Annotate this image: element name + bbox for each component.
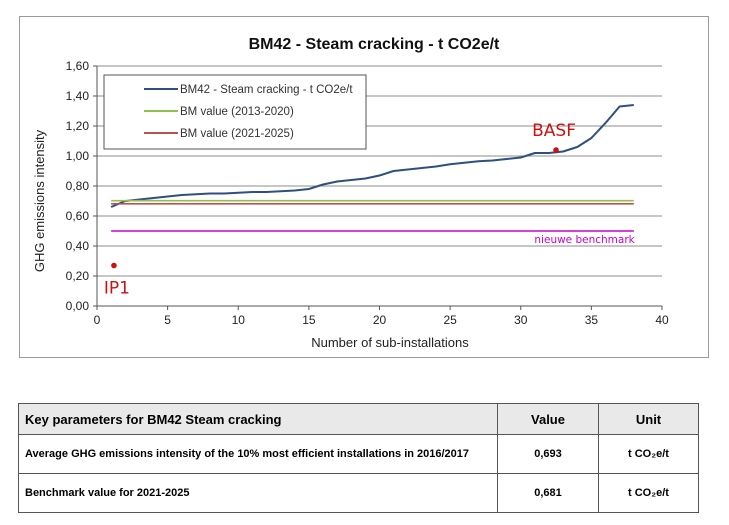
x-tick-label: 10 <box>232 313 246 327</box>
y-tick-label: 0,80 <box>66 179 90 193</box>
legend-label: BM value (2013-2020) <box>180 106 294 118</box>
x-tick-label: 0 <box>94 313 101 327</box>
chart-title: BM42 - Steam cracking - t CO2e/t <box>249 36 500 53</box>
x-tick-label: 35 <box>585 313 599 327</box>
annotation-label: BASF <box>532 121 576 141</box>
y-tick-label: 1,40 <box>66 89 90 103</box>
legend-label: BM value (2021-2025) <box>180 128 294 140</box>
table-header-row: Key parameters for BM42 Steam cracking V… <box>18 403 699 435</box>
header-value: Value <box>497 403 599 435</box>
y-tick-label: 0,00 <box>66 299 90 313</box>
key-parameters-table: Key parameters for BM42 Steam cracking V… <box>18 403 699 513</box>
y-axis-title: GHG emissions intensity <box>32 129 47 272</box>
y-tick-label: 0,60 <box>66 209 90 223</box>
x-tick-label: 15 <box>302 313 316 327</box>
table-row: Average GHG emissions intensity of the 1… <box>18 434 699 474</box>
chart-frame: BM42 - Steam cracking - t CO2e/t 0,00 0,2… <box>19 16 709 358</box>
row-parameter: Average GHG emissions intensity of the 1… <box>18 434 498 474</box>
annotation-point <box>111 262 117 269</box>
row-value: 0,681 <box>497 473 599 513</box>
row-unit: t CO₂e/t <box>598 473 699 513</box>
legend-label: BM42 - Steam cracking - t CO2e/t <box>180 84 353 96</box>
x-tick-label: 40 <box>655 313 669 327</box>
header-parameter: Key parameters for BM42 Steam cracking <box>18 403 498 435</box>
y-tick-label: 0,40 <box>66 239 90 253</box>
row-parameter: Benchmark value for 2021-2025 <box>18 473 498 513</box>
y-tick-label: 1,00 <box>66 149 90 163</box>
annotation-label: IP1 <box>104 279 130 299</box>
x-tick-label: 25 <box>443 313 457 327</box>
y-tick-label: 1,60 <box>66 59 90 73</box>
chart-canvas: BM42 - Steam cracking - t CO2e/t 0,00 0,2… <box>32 36 669 350</box>
row-value: 0,693 <box>497 434 599 474</box>
x-tick-label: 30 <box>514 313 528 327</box>
series-line <box>110 104 634 208</box>
x-tick-label: 20 <box>373 313 387 327</box>
table-row: Benchmark value for 2021-2025 0,681 t CO… <box>18 473 699 513</box>
axes: 0,00 0,20 0,40 0,60 0,80 1,00 1,20 1,40 1,60 0 5 10… <box>66 59 669 327</box>
x-axis-title: Number of sub-installations <box>311 335 469 350</box>
x-tick-label: 5 <box>164 313 171 327</box>
annotation-label: nieuwe benchmark <box>534 234 635 246</box>
annotations: nieuwe benchmark BASF IP1 <box>104 121 636 299</box>
series-layer <box>110 104 634 232</box>
legend: BM42 - Steam cracking - t CO2e/t BM value… <box>103 74 367 150</box>
header-unit: Unit <box>598 403 699 435</box>
y-tick-label: 0,20 <box>66 269 90 283</box>
y-tick-label: 1,20 <box>66 119 90 133</box>
annotation-point <box>553 147 559 153</box>
row-unit: t CO₂e/t <box>598 434 699 474</box>
